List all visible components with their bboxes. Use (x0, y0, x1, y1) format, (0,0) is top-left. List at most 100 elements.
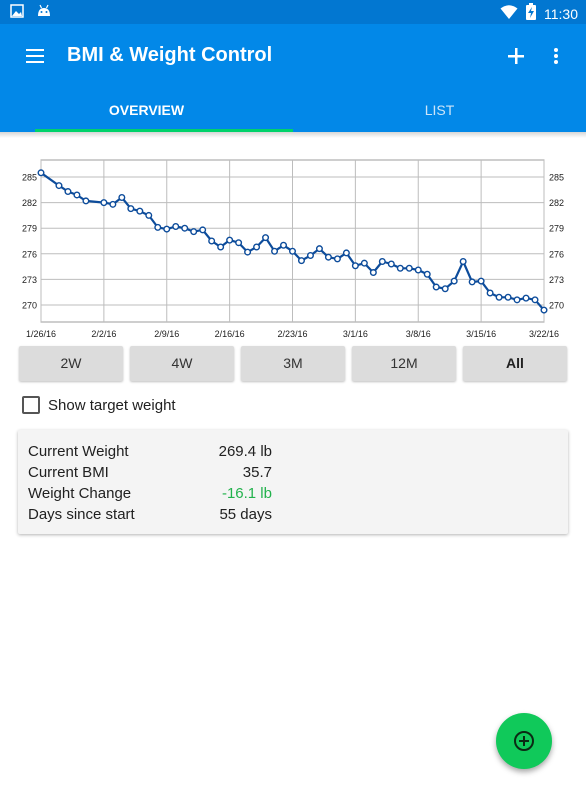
weight-data-point (342, 249, 350, 257)
weight-data-point (73, 191, 81, 199)
weight-data-point (486, 289, 494, 297)
y-tick-label-left: 276 (22, 249, 37, 259)
weight-data-point (289, 247, 297, 255)
status-bar: 11:30 (0, 0, 586, 24)
tab-overview[interactable]: OVERVIEW (108, 102, 185, 118)
weight-data-point (100, 199, 108, 207)
weight-data-point (145, 211, 153, 219)
weight-data-point (441, 285, 449, 293)
weight-data-point (504, 293, 512, 301)
wifi-icon (500, 4, 518, 25)
status-time: 11:30 (544, 6, 578, 22)
weight-data-point (423, 270, 431, 278)
range-12m-button[interactable]: 12M (352, 346, 456, 381)
y-tick-label-left: 279 (22, 224, 37, 234)
y-tick-label-left: 282 (22, 198, 37, 208)
weight-data-point (432, 283, 440, 291)
weight-data-point (522, 294, 530, 302)
range-all-button[interactable]: All (463, 346, 567, 381)
menu-icon[interactable] (22, 44, 48, 68)
x-tick-label: 3/8/16 (406, 329, 431, 339)
weight-data-point (136, 207, 144, 215)
weight-data-point (154, 223, 162, 231)
weight-data-point (414, 266, 422, 274)
android-notification-icon (36, 4, 52, 23)
weight-chart-svg: 270 270 273 273 276 276 279 279 282 282 285 285 1/26… (22, 159, 564, 339)
weight-data-point (360, 259, 368, 267)
y-tick-label-right: 276 (549, 249, 564, 259)
more-vert-icon[interactable] (546, 42, 566, 70)
weight-data-point (531, 296, 539, 304)
app-bar: BMI & Weight Control (0, 24, 586, 88)
tab-shadow (0, 132, 586, 138)
weight-data-point (109, 200, 117, 208)
weight-data-point (271, 247, 279, 255)
weight-data-point (477, 277, 485, 285)
weight-chart: 270 270 273 273 276 276 279 279 282 282 285 285 1/26… (0, 150, 586, 345)
weight-data-point (378, 257, 386, 265)
weight-data-point (190, 228, 198, 236)
weight-data-point (208, 237, 216, 245)
weight-data-point (37, 169, 45, 177)
x-tick-label: 1/26/16 (26, 329, 56, 339)
weight-data-point (55, 182, 63, 190)
x-tick-label: 2/16/16 (215, 329, 245, 339)
weight-data-point (127, 205, 135, 213)
x-tick-label: 3/15/16 (466, 329, 496, 339)
range-2w-button[interactable]: 2W (19, 346, 123, 381)
range-3m-button[interactable]: 3M (241, 346, 345, 381)
weight-data-point (82, 197, 90, 205)
weight-data-point (118, 194, 126, 202)
app-title: BMI & Weight Control (67, 44, 273, 66)
tab-indicator (35, 129, 293, 132)
stat-value: 55 days (219, 506, 272, 523)
weight-data-point (450, 277, 458, 285)
weight-data-point (387, 260, 395, 268)
weight-data-point (262, 234, 270, 242)
x-tick-label: 2/2/16 (91, 329, 116, 339)
x-tick-label: 3/1/16 (343, 329, 368, 339)
stat-label: Current Weight (28, 443, 129, 460)
weight-data-point (468, 278, 476, 286)
weight-data-point (244, 248, 252, 256)
target-weight-checkbox[interactable] (22, 396, 40, 414)
weight-data-point (513, 296, 521, 304)
battery-charging-icon (526, 3, 536, 25)
plus-icon[interactable] (502, 42, 530, 70)
stat-row-current-bmi: Current BMI 35.7 (28, 464, 568, 485)
weight-data-point (459, 257, 467, 265)
tab-list[interactable]: LIST (424, 102, 455, 118)
weight-data-point (495, 293, 503, 301)
add-entry-fab[interactable] (496, 713, 552, 769)
y-tick-label-left: 273 (22, 275, 37, 285)
x-tick-label: 2/9/16 (154, 329, 179, 339)
target-weight-label[interactable]: Show target weight (48, 396, 176, 414)
stat-row-current-weight: Current Weight 269.4 lb (28, 443, 568, 464)
y-tick-label-right: 273 (549, 275, 564, 285)
add-circle-icon (514, 731, 534, 751)
stat-row-weight-change: Weight Change -16.1 lb (28, 485, 568, 506)
stat-value: 269.4 lb (218, 443, 272, 460)
y-tick-label-right: 285 (549, 173, 564, 183)
weight-data-point (64, 188, 72, 196)
y-tick-label-right: 270 (549, 300, 564, 310)
weight-data-point (351, 262, 359, 270)
image-notification-icon (10, 4, 24, 23)
y-tick-label-left: 270 (22, 300, 37, 310)
y-tick-label-right: 282 (549, 198, 564, 208)
x-tick-label: 2/23/16 (277, 329, 307, 339)
weight-data-point (315, 245, 323, 253)
weight-data-point (217, 243, 225, 251)
target-weight-row[interactable]: Show target weight (22, 395, 176, 415)
weight-data-point (405, 264, 413, 272)
weight-data-point (253, 243, 261, 251)
weight-data-point (163, 225, 171, 233)
y-tick-label-left: 285 (22, 173, 37, 183)
stat-label: Weight Change (28, 485, 132, 502)
weight-data-point (226, 236, 234, 244)
stat-row-days-since-start: Days since start 55 days (28, 506, 568, 527)
weight-data-point (297, 257, 305, 265)
range-4w-button[interactable]: 4W (130, 346, 234, 381)
weight-data-point (306, 251, 314, 259)
weight-data-point (172, 223, 180, 231)
